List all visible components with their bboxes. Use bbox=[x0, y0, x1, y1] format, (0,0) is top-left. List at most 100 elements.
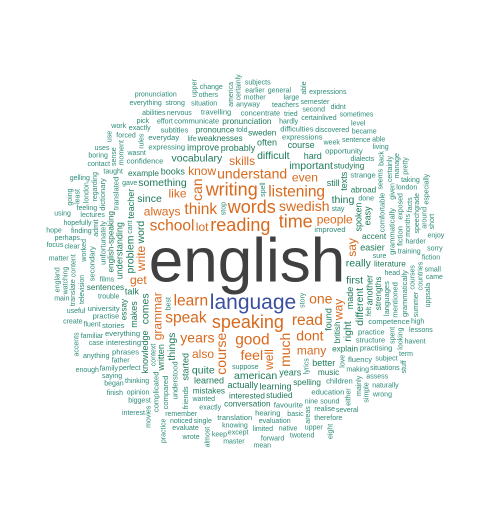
cloud-word: others bbox=[199, 92, 219, 99]
cloud-word: exactly bbox=[129, 125, 151, 132]
cloud-word: get bbox=[130, 273, 147, 287]
cloud-word: case bbox=[89, 340, 104, 347]
cloud-word: fiction bbox=[422, 254, 440, 261]
cloud-word: mean bbox=[254, 442, 272, 449]
cloud-word: people bbox=[317, 212, 353, 226]
cloud-word: enjoy bbox=[428, 233, 445, 240]
cloud-word: suppose bbox=[232, 364, 259, 371]
cloud-word: feel bbox=[241, 347, 264, 363]
cloud-word: main bbox=[54, 295, 69, 302]
cloud-word: understanding bbox=[114, 222, 124, 279]
cloud-word: difficulties bbox=[280, 124, 313, 133]
cloud-word: months bbox=[405, 213, 412, 236]
cloud-word: strong bbox=[165, 100, 185, 107]
cloud-word: grammar bbox=[150, 292, 164, 340]
cloud-word: many bbox=[297, 343, 326, 357]
cloud-word: listening bbox=[268, 183, 325, 200]
cloud-word: friends bbox=[181, 386, 190, 409]
cloud-word: limited bbox=[253, 426, 273, 433]
cloud-word: finding bbox=[71, 228, 92, 235]
cloud-word: looking bbox=[397, 327, 404, 349]
cloud-word: sure bbox=[373, 253, 387, 260]
cloud-word: hardly bbox=[279, 119, 299, 126]
cloud-word: england bbox=[55, 267, 62, 292]
cloud-word: fiction bbox=[396, 226, 405, 246]
cloud-word: better bbox=[312, 358, 335, 368]
cloud-word: lectures bbox=[80, 212, 105, 219]
cloud-word: hard bbox=[304, 151, 322, 161]
cloud-word: favourite bbox=[274, 401, 303, 410]
cloud-word: finish bbox=[107, 390, 123, 397]
cloud-word: forced bbox=[116, 133, 136, 140]
cloud-word: training bbox=[398, 249, 421, 256]
cloud-word: upper bbox=[192, 79, 199, 98]
cloud-word: contact bbox=[88, 161, 111, 168]
cloud-word: comfortable bbox=[377, 193, 386, 233]
cloud-word: translate bbox=[70, 279, 77, 306]
cloud-word: several bbox=[336, 407, 359, 414]
cloud-word: texts bbox=[339, 171, 349, 191]
cloud-word: interested bbox=[229, 391, 265, 400]
cloud-word: evaluate bbox=[172, 425, 199, 432]
cloud-word: say bbox=[345, 238, 359, 257]
cloud-word: interesting bbox=[106, 338, 141, 347]
cloud-word: teacher bbox=[126, 189, 136, 219]
cloud-word: british bbox=[333, 321, 342, 343]
cloud-word: lot bbox=[196, 220, 209, 234]
cloud-word: biggest bbox=[128, 398, 151, 405]
cloud-word: wasnt bbox=[127, 150, 146, 157]
cloud-word: education bbox=[311, 387, 344, 396]
cloud-word: evaluation bbox=[259, 418, 291, 425]
cloud-word: head bbox=[385, 270, 401, 277]
cloud-word: expressions bbox=[309, 89, 347, 96]
cloud-word: uses bbox=[95, 145, 110, 152]
cloud-word: problem bbox=[125, 235, 137, 273]
cloud-word: read bbox=[292, 312, 323, 329]
cloud-word: opinion bbox=[127, 390, 150, 397]
cloud-word: teachers bbox=[272, 102, 299, 109]
cloud-word: quite bbox=[192, 365, 215, 377]
cloud-word: pronunciation bbox=[222, 117, 272, 126]
cloud-word: love bbox=[339, 355, 346, 368]
cloud-word: simple bbox=[364, 382, 371, 402]
cloud-word: small bbox=[425, 266, 442, 273]
cloud-word: sentence bbox=[342, 137, 371, 144]
cloud-word: useful bbox=[67, 308, 86, 315]
cloud-word: regarding bbox=[92, 172, 99, 202]
cloud-word: seems bbox=[378, 168, 385, 189]
cloud-word: wrong bbox=[372, 392, 392, 399]
cloud-word: written bbox=[156, 344, 166, 372]
cloud-word: uppsala bbox=[425, 283, 432, 308]
cloud-word: sense bbox=[111, 147, 118, 166]
cloud-word: master bbox=[223, 439, 245, 446]
cloud-word: countries bbox=[418, 261, 425, 290]
cloud-word: forward bbox=[261, 435, 284, 442]
cloud-word: london bbox=[396, 184, 417, 191]
cloud-word: complicated bbox=[151, 372, 160, 413]
cloud-word: fluent bbox=[84, 322, 101, 329]
cloud-word: movies bbox=[146, 405, 153, 428]
cloud-word: upper bbox=[305, 425, 324, 432]
cloud-word: like bbox=[169, 186, 187, 200]
cloud-word: sweden bbox=[248, 129, 277, 138]
cloud-word: tried bbox=[284, 111, 298, 118]
cloud-word: living bbox=[373, 144, 389, 151]
cloud-word: learn bbox=[174, 293, 208, 310]
cloud-word: actually bbox=[228, 380, 259, 390]
cloud-word: summer bbox=[413, 291, 420, 317]
cloud-word: mentioned bbox=[390, 282, 399, 317]
cloud-word: gave bbox=[122, 180, 137, 187]
cloud-word: expressing bbox=[148, 142, 185, 151]
cloud-word: comes bbox=[140, 293, 152, 324]
cloud-word: important bbox=[289, 160, 333, 172]
cloud-word: improve bbox=[187, 142, 219, 152]
cloud-word: level bbox=[351, 121, 366, 128]
cloud-word: focus bbox=[47, 242, 64, 249]
cloud-word: especially bbox=[423, 173, 430, 204]
cloud-word: native bbox=[279, 425, 298, 432]
cloud-word: basic bbox=[287, 411, 304, 418]
cloud-word: years bbox=[180, 329, 214, 345]
cloud-word: abilities bbox=[142, 110, 166, 117]
cloud-word: didnt bbox=[331, 104, 346, 111]
